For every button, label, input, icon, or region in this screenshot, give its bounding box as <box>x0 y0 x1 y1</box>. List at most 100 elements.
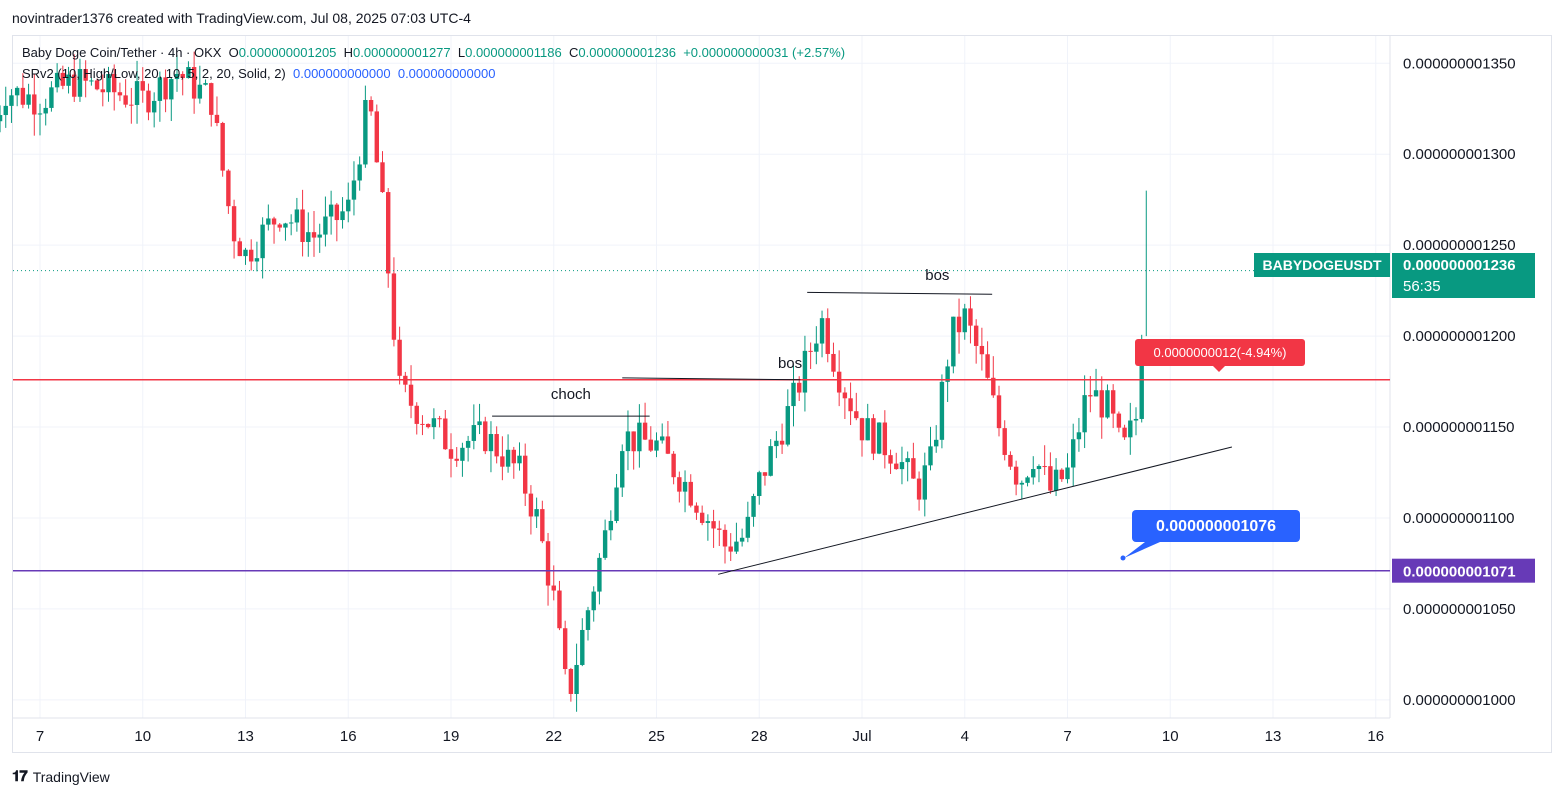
candle-body <box>60 72 66 86</box>
candle-body <box>928 446 933 466</box>
x-tick-label: Jul <box>852 728 871 745</box>
candle-body <box>3 105 8 116</box>
candle-body <box>534 509 539 517</box>
candle-body <box>180 73 185 79</box>
candle-body <box>83 69 88 81</box>
candle-body <box>682 481 688 492</box>
last-price-tag-text: 0.000000001236 <box>1403 257 1516 274</box>
candle-body <box>819 318 825 344</box>
level-tag-text: 0.000000001071 <box>1403 564 1516 581</box>
candle-body <box>699 512 705 523</box>
candle-body <box>54 72 60 88</box>
candle-body <box>1105 390 1110 418</box>
candle-body <box>380 162 385 193</box>
candle-body <box>112 74 117 93</box>
candle-body <box>511 449 516 464</box>
candle-body <box>1071 439 1076 468</box>
x-tick-label: 7 <box>1063 728 1071 745</box>
candle-body <box>505 449 511 467</box>
candle-body <box>43 107 48 114</box>
candle-body <box>1053 469 1059 491</box>
candle-body <box>203 83 208 85</box>
candle-body <box>323 216 328 235</box>
candle-body <box>791 382 796 407</box>
candle-body <box>545 541 551 586</box>
indicator-value-1: 0.000000000000 <box>293 66 391 81</box>
candle-body <box>77 69 83 97</box>
candle-body <box>151 100 157 113</box>
candle-body <box>739 537 745 542</box>
candle-body <box>991 377 996 396</box>
x-tick-label: 19 <box>443 728 460 745</box>
y-tick-label: 0.000000001150 <box>1403 419 1515 436</box>
chart-frame[interactable] <box>12 35 1552 753</box>
candle-body <box>825 318 830 354</box>
high-value: 0.000000001277 <box>353 45 451 60</box>
ohlc-legend: Baby Doge Coin/Tether · 4h · OKX O0.0000… <box>22 45 845 60</box>
candle-body <box>751 496 756 517</box>
candle-body <box>1122 427 1127 438</box>
candle-body <box>1082 395 1087 433</box>
candle-body <box>425 423 431 428</box>
candle-body <box>1065 467 1070 480</box>
candle-body <box>306 232 311 242</box>
candle-body <box>328 204 334 217</box>
candle-body <box>882 422 888 456</box>
candle-body <box>842 392 848 399</box>
candle-body <box>26 94 31 105</box>
indicator-legend[interactable]: SRv2 (10, High/Low, 20, 10, 5, 2, 20, So… <box>22 66 495 81</box>
x-tick-label: 16 <box>1367 728 1384 745</box>
x-tick-label: 16 <box>340 728 357 745</box>
indicator-title[interactable]: SRv2 (10, High/Low, 20, 10, 5, 2, 20, So… <box>22 66 286 81</box>
candle-body <box>100 89 105 93</box>
candle-body <box>191 67 197 99</box>
symbol-title[interactable]: Baby Doge Coin/Tether · 4h · OKX <box>22 45 222 60</box>
candle-body <box>557 590 562 629</box>
candle-body <box>123 95 128 105</box>
candle-body <box>9 95 14 106</box>
y-tick-label: 0.000000001200 <box>1403 328 1516 345</box>
x-tick-label: 10 <box>134 728 151 745</box>
candle-body <box>89 80 94 82</box>
candle-body <box>260 224 265 259</box>
candle-body <box>249 249 254 262</box>
candle-body <box>391 273 397 340</box>
candle-body <box>540 509 545 542</box>
candle-body <box>254 258 260 262</box>
candle-body <box>500 456 505 467</box>
candle-body <box>1088 395 1093 397</box>
candle-body <box>300 209 305 242</box>
candle-body <box>1093 390 1099 397</box>
candle-body <box>408 384 414 406</box>
candle-body <box>945 366 950 382</box>
level-tag-box <box>1392 558 1535 583</box>
candle-body <box>779 440 785 445</box>
candle-body <box>465 440 471 448</box>
candle-body <box>859 418 865 441</box>
candle-body <box>677 477 682 492</box>
candle-body <box>671 453 676 478</box>
candle-body <box>317 234 322 238</box>
candle-body <box>288 222 294 224</box>
symbol-tag-box <box>1254 253 1390 277</box>
candle-body <box>488 434 494 452</box>
candle-body <box>814 343 819 352</box>
candle-body <box>363 99 368 165</box>
tradingview-footer[interactable]: 𝟏𝟕 TradingView <box>12 768 110 785</box>
candle-body <box>140 81 145 91</box>
candle-body <box>665 436 671 454</box>
candle-body <box>848 398 853 412</box>
candle-body <box>836 371 842 393</box>
candle-body <box>357 164 362 181</box>
candle-body <box>939 381 945 440</box>
candle-body <box>266 218 271 225</box>
countdown-text: 56:35 <box>1403 278 1441 295</box>
open-value: 0.000000001205 <box>238 45 337 60</box>
candle-body <box>129 104 134 106</box>
y-tick-label: 0.000000001000 <box>1403 692 1516 709</box>
close-label: C <box>568 45 579 60</box>
candle-body <box>854 411 859 419</box>
candle-body <box>368 99 374 112</box>
candle-body <box>346 199 351 212</box>
